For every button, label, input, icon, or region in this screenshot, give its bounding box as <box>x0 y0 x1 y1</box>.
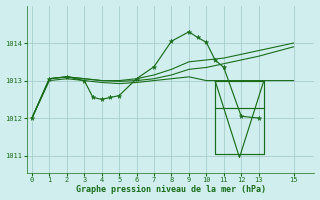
X-axis label: Graphe pression niveau de la mer (hPa): Graphe pression niveau de la mer (hPa) <box>76 185 266 194</box>
